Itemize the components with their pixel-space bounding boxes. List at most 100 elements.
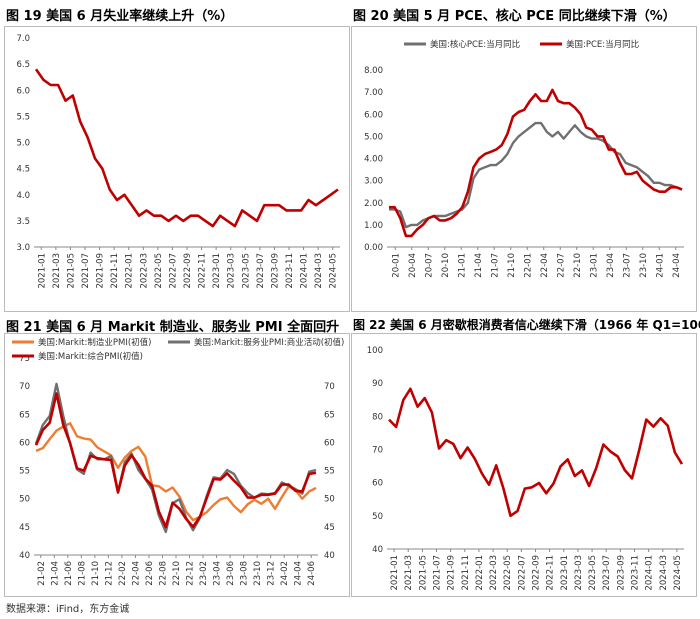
x-tick-label-pmi-7: 22-04 xyxy=(131,561,141,586)
y-tick-label-unemployment-2: 6.0 xyxy=(16,86,30,96)
y-tick-label-unemployment-5: 4.5 xyxy=(16,165,30,175)
x-tick-label-pmi-5: 21-12 xyxy=(104,561,114,586)
y2-tick-label-pmi-4: 50 xyxy=(324,495,335,505)
x-tick-label-michigan-8: 2022-05 xyxy=(503,555,513,591)
x-tick-label-unemployment-2: 2021-05 xyxy=(66,253,76,289)
x-tick-label-pce-12: 23-01 xyxy=(589,253,599,278)
x-tick-label-pmi-3: 21-08 xyxy=(77,561,87,586)
series-line-michigan-0 xyxy=(388,387,684,518)
x-tick-label-pce-4: 21-01 xyxy=(457,253,467,278)
x-tick-label-unemployment-10: 2022-09 xyxy=(183,253,193,289)
y-tick-label-unemployment-0: 7.0 xyxy=(16,34,30,44)
x-tick-label-michigan-15: 2023-07 xyxy=(602,555,612,591)
y-tick-label-pmi-2: 65 xyxy=(19,410,30,420)
x-tick-label-michigan-17: 2023-11 xyxy=(631,555,641,591)
x-tick-label-michigan-2: 2021-05 xyxy=(418,555,428,591)
x-tick-label-unemployment-12: 2023-01 xyxy=(212,253,222,289)
x-tick-label-unemployment-11: 2022-11 xyxy=(198,253,208,289)
y-tick-label-pce-0: 8.00 xyxy=(364,66,383,76)
x-tick-label-michigan-3: 2021-07 xyxy=(433,555,443,591)
x-tick-label-unemployment-3: 2021-07 xyxy=(81,253,91,289)
x-tick-label-michigan-12: 2023-01 xyxy=(560,555,570,591)
y-tick-label-pmi-5: 50 xyxy=(19,495,30,505)
data-source: 数据来源：iFind，东方金诚 xyxy=(6,604,130,615)
panel-frame-pce xyxy=(351,26,697,312)
x-tick-label-unemployment-16: 2023-09 xyxy=(270,253,280,289)
y2-tick-label-pmi-3: 55 xyxy=(324,467,335,477)
legend-label-pmi-1: 美国:Markit:服务业PMI:商业活动(初值) xyxy=(194,337,344,348)
y-tick-label-pmi-7: 40 xyxy=(19,551,30,561)
x-tick-label-michigan-5: 2021-11 xyxy=(461,555,471,591)
x-tick-label-pmi-14: 23-06 xyxy=(226,561,236,586)
x-tick-label-pce-13: 23-04 xyxy=(606,253,616,278)
y-tick-label-unemployment-3: 5.5 xyxy=(16,112,30,122)
x-tick-label-pmi-11: 22-12 xyxy=(186,561,196,586)
x-tick-label-unemployment-13: 2023-03 xyxy=(227,253,237,289)
y-tick-label-unemployment-8: 3.0 xyxy=(16,243,30,253)
x-tick-label-pce-16: 24-01 xyxy=(655,253,665,278)
y-tick-label-pce-7: 1.00 xyxy=(364,221,383,231)
x-tick-label-pmi-15: 23-08 xyxy=(240,561,250,586)
x-tick-label-pce-0: 20-01 xyxy=(391,253,401,278)
legend-label-pce-0: 美国:核心PCE:当月同比 xyxy=(430,39,520,50)
x-tick-label-pmi-18: 24-02 xyxy=(280,561,290,586)
legend-label-pce-1: 美国:PCE:当月同比 xyxy=(566,39,639,50)
y-tick-label-pce-6: 2.00 xyxy=(364,199,383,209)
x-tick-label-pmi-1: 21-04 xyxy=(50,561,60,586)
series-line-pmi-0 xyxy=(35,422,317,522)
panel-frame-pmi xyxy=(4,333,350,597)
x-tick-label-pmi-6: 22-02 xyxy=(118,561,128,586)
y-tick-label-pce-5: 3.00 xyxy=(364,177,383,187)
x-tick-label-unemployment-8: 2022-05 xyxy=(154,253,164,289)
x-tick-label-michigan-10: 2022-09 xyxy=(532,555,542,591)
y-tick-label-pmi-3: 60 xyxy=(19,438,30,448)
x-tick-label-pmi-0: 21-02 xyxy=(37,561,47,586)
x-tick-label-michigan-13: 2023-03 xyxy=(574,555,584,591)
x-tick-label-pmi-12: 23-02 xyxy=(199,561,209,586)
x-tick-label-pmi-20: 24-06 xyxy=(307,561,317,586)
chart-title-pce: 图 20 美国 5 月 PCE、核心 PCE 同比继续下滑（%） xyxy=(353,9,676,24)
x-tick-label-unemployment-18: 2024-01 xyxy=(300,253,310,289)
x-tick-label-michigan-18: 2024-01 xyxy=(645,555,655,591)
y-tick-label-michigan-4: 60 xyxy=(372,479,383,489)
x-tick-label-pmi-17: 23-12 xyxy=(267,561,277,586)
x-tick-label-michigan-11: 2022-11 xyxy=(546,555,556,591)
x-tick-label-unemployment-7: 2022-03 xyxy=(139,253,149,289)
series-line-pmi-1 xyxy=(34,382,317,534)
x-tick-label-pmi-4: 21-10 xyxy=(91,561,101,586)
x-tick-label-pce-15: 23-10 xyxy=(639,253,649,278)
x-tick-label-pce-11: 22-10 xyxy=(573,253,583,278)
series-line-pmi-2 xyxy=(34,392,317,529)
y-tick-label-pmi-1: 70 xyxy=(19,382,30,392)
x-tick-label-unemployment-14: 2023-05 xyxy=(241,253,251,289)
x-tick-label-pce-17: 24-04 xyxy=(672,253,682,278)
series-line-unemployment-0 xyxy=(34,68,339,228)
y-tick-label-pce-2: 6.00 xyxy=(364,110,383,120)
y-tick-label-unemployment-1: 6.5 xyxy=(16,60,30,70)
x-tick-label-unemployment-9: 2022-07 xyxy=(168,253,178,289)
y2-tick-label-pmi-0: 70 xyxy=(324,382,335,392)
x-tick-label-unemployment-1: 2021-03 xyxy=(52,253,62,289)
x-tick-label-unemployment-15: 2023-07 xyxy=(256,253,266,289)
x-tick-label-pmi-13: 23-04 xyxy=(213,561,223,586)
y-tick-label-unemployment-6: 4.0 xyxy=(16,191,30,201)
y2-tick-label-pmi-5: 45 xyxy=(324,523,335,533)
x-tick-label-unemployment-4: 2021-09 xyxy=(96,253,106,289)
x-tick-label-pce-6: 21-07 xyxy=(490,253,500,278)
y-tick-label-unemployment-7: 3.5 xyxy=(16,217,30,227)
x-tick-label-pce-14: 23-07 xyxy=(622,253,632,278)
y-tick-label-michigan-5: 50 xyxy=(372,512,383,522)
chart-title-pmi: 图 21 美国 6 月 Markit 制造业、服务业 PMI 全面回升 xyxy=(6,320,340,335)
panel-frame-michigan xyxy=(351,333,697,597)
x-tick-label-pce-3: 20-10 xyxy=(441,253,451,278)
x-tick-label-michigan-14: 2023-05 xyxy=(588,555,598,591)
series-line-pce-0 xyxy=(389,121,683,229)
y-tick-label-pmi-4: 55 xyxy=(19,467,30,477)
chart-title-michigan: 图 22 美国 6 月密歇根消费者信心继续下滑（1966 年 Q1=100） xyxy=(353,318,700,332)
y-tick-label-pce-3: 5.00 xyxy=(364,132,383,142)
y-tick-label-michigan-2: 80 xyxy=(372,412,383,422)
x-tick-label-unemployment-17: 2023-11 xyxy=(285,253,295,289)
x-tick-label-michigan-19: 2024-03 xyxy=(659,555,669,591)
x-tick-label-unemployment-20: 2024-05 xyxy=(329,253,339,289)
